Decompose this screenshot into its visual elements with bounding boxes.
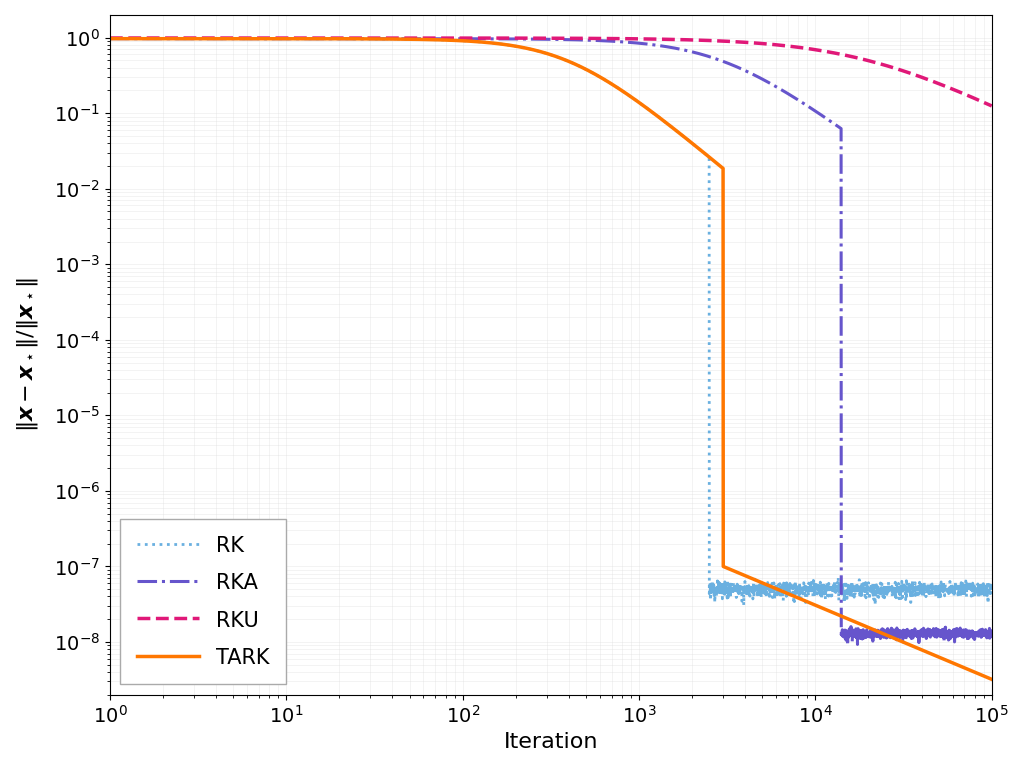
RKA <box>264 34 276 43</box>
RK <box>633 97 645 107</box>
TARK <box>440 35 453 44</box>
RKU <box>762 39 774 48</box>
RK <box>829 585 842 594</box>
RKU <box>440 34 453 43</box>
RKA <box>103 34 116 43</box>
RKU <box>103 34 116 43</box>
TARK <box>633 97 645 107</box>
RKU <box>264 34 276 43</box>
TARK <box>986 675 998 684</box>
RK <box>762 584 774 594</box>
RKU <box>633 35 645 44</box>
Line: TARK: TARK <box>110 38 992 680</box>
TARK <box>677 132 689 141</box>
TARK <box>103 34 116 43</box>
RK <box>677 132 689 141</box>
RKU <box>828 48 841 58</box>
RKU <box>986 101 998 110</box>
RKU <box>677 35 689 44</box>
RK <box>264 34 276 43</box>
TARK <box>828 609 841 618</box>
Line: RKU: RKU <box>110 38 992 106</box>
RKA <box>986 631 998 640</box>
RKA <box>762 77 774 87</box>
RKA <box>842 640 854 650</box>
Line: RKA: RKA <box>110 38 992 645</box>
RKA <box>633 38 645 48</box>
RKA <box>828 120 841 129</box>
RK <box>986 581 998 590</box>
RK <box>440 35 453 44</box>
RKA <box>440 34 453 43</box>
RK <box>737 601 750 610</box>
RK <box>103 34 116 43</box>
Y-axis label: $\|\boldsymbol{x} - \boldsymbol{x}_\star\| / \|\boldsymbol{x}_\star\|$: $\|\boldsymbol{x} - \boldsymbol{x}_\star… <box>15 278 40 433</box>
Line: RK: RK <box>110 38 992 605</box>
TARK <box>264 34 276 43</box>
X-axis label: Iteration: Iteration <box>504 732 598 752</box>
RKA <box>677 45 689 54</box>
Legend: RK, RKA, RKU, TARK: RK, RKA, RKU, TARK <box>120 519 287 684</box>
TARK <box>762 581 774 590</box>
